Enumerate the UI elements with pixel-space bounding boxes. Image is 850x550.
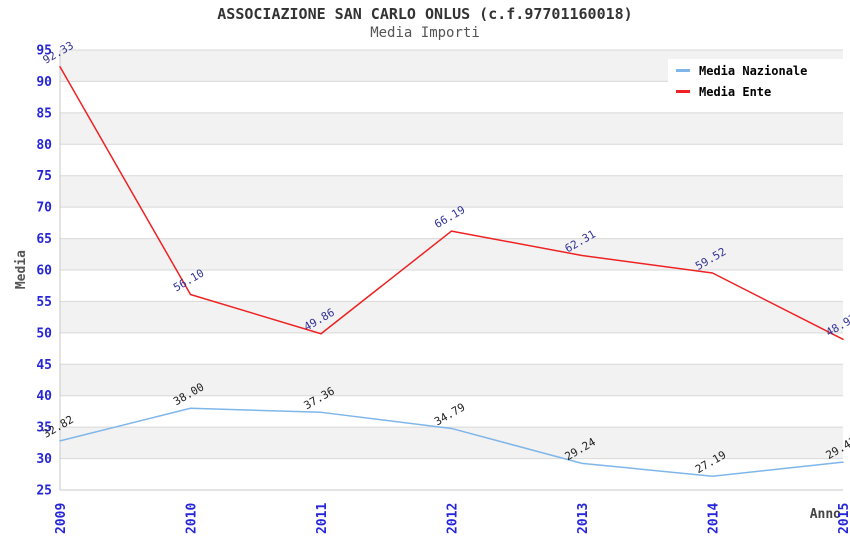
y-tick-label: 25 [36,484,52,499]
y-tick-label: 40 [36,389,52,404]
y-tick-label: 80 [36,138,52,153]
x-tick-label: 2013 [576,503,591,534]
y-tick-label: 90 [36,75,52,90]
y-tick-label: 30 [36,452,52,467]
plot-band [60,427,843,459]
legend-marker-line-icon [676,69,690,72]
x-tick-label: 2014 [707,503,722,534]
legend-marker-line-icon [676,90,690,93]
y-tick-label: 35 [36,421,52,436]
plot-band [60,364,843,396]
y-tick-label: 75 [36,169,52,184]
y-axis-title: Media [14,250,29,290]
series-line-media-nazionale [59,407,844,477]
y-tick-label: 50 [36,326,52,341]
x-axis-title: Anno [809,507,841,522]
legend-label: Media Ente [699,84,772,99]
x-tick-label: 2015 [837,503,850,534]
plot-band [60,112,843,145]
y-tick-label: 95 [36,44,52,59]
x-tick-label: 2011 [315,503,330,534]
y-tick-label: 55 [36,295,52,310]
y-tick-label: 85 [36,106,52,121]
legend-item: Media Ente [676,84,848,100]
x-tick-label: 2009 [54,503,69,534]
plot-band [60,301,843,333]
chart-subtitle: Media Importi [370,25,480,41]
legend: Media Nazionale Media Ente [668,59,848,103]
chart-title: ASSOCIAZIONE SAN CARLO ONLUS (c.f.977011… [217,5,633,23]
plot-band [60,238,843,270]
y-tick-label: 65 [36,232,52,247]
legend-label: Media Nazionale [699,63,808,78]
legend-item: Media Nazionale [676,63,848,79]
y-tick-label: 60 [36,264,52,279]
y-tick-label: 45 [36,358,52,373]
series-line-media-ente [59,66,844,341]
data-label: 34.79 [432,401,467,429]
x-tick-label: 2012 [446,503,461,534]
x-tick-label: 2010 [185,503,200,534]
y-tick-label: 70 [36,201,52,216]
plot-band [60,175,843,208]
